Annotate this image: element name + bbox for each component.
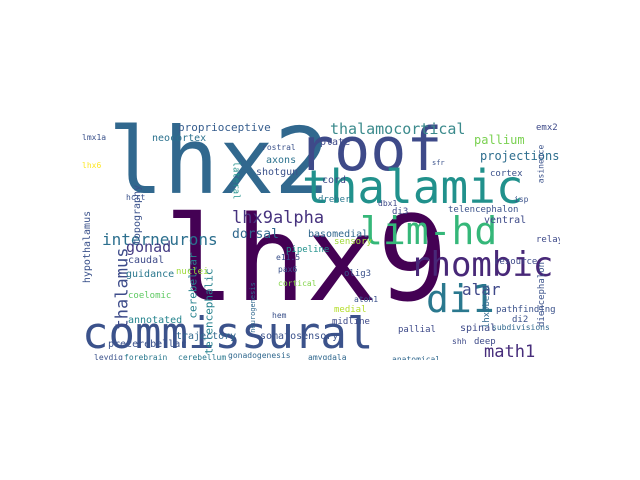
word-e11-5: e11.5 — [276, 253, 301, 262]
word-basomedial: basomedial — [308, 229, 369, 240]
word-somatosensory: somatosensory — [260, 331, 339, 342]
word-coelomic: coelomic — [128, 291, 172, 301]
word-lhx9: lhx9 — [164, 190, 449, 328]
word-roof: roof — [298, 120, 443, 185]
word-dbx1: dbx1 — [378, 199, 398, 208]
word-lateral: lateral — [230, 161, 241, 200]
word-cerebellum: cerebellum — [178, 353, 227, 361]
word-rostral: rostral — [262, 143, 296, 152]
word-olig3: olig3 — [344, 269, 372, 279]
word-gonadogenesis: gonadogenesis — [228, 351, 291, 360]
word-dreher: dreher — [318, 195, 351, 205]
word-di2: di2 — [512, 315, 529, 325]
word-isp: isp — [514, 195, 529, 204]
word-rhombic: rhombic — [410, 245, 554, 285]
word-ventral: ventral — [484, 215, 527, 226]
word-relay: relay — [536, 235, 560, 245]
word-trajectory: trajectory — [176, 331, 237, 342]
word-diencephalon: diencephalon — [537, 261, 548, 328]
word-subdivisions: subdivisions — [492, 323, 550, 332]
word-telencephalon: telencephalon — [448, 205, 519, 215]
word-sfr: sfr — [432, 159, 445, 167]
word-annotated: annotated — [128, 315, 183, 326]
word-guidance: guidance — [126, 269, 175, 280]
word-lhx6: lhx6 — [82, 161, 102, 170]
word-caudal: caudal — [128, 255, 165, 266]
word-resource: resource — [494, 257, 538, 267]
word-interneurons: interneurons — [102, 230, 218, 249]
word-thalamocortical: thalamocortical — [330, 120, 466, 138]
word-math1: math1 — [484, 342, 536, 361]
word-spinal: spinal — [460, 323, 497, 334]
word-forebrain: forebrain — [124, 353, 168, 361]
word-shh: shh — [452, 337, 467, 346]
word-emx2: emx2 — [536, 123, 558, 133]
word-lim-hd: lim-hd — [360, 209, 498, 253]
word-commissural: commissural — [82, 308, 374, 359]
word-pipeline: pipeline — [286, 245, 330, 255]
word-nuclei: nuclei — [176, 267, 209, 277]
word-asinence: asinence — [536, 144, 546, 184]
word-midline: midline — [332, 317, 370, 327]
word-hypothalamus: hypothalamus — [82, 210, 94, 284]
word-pallium: pallium — [474, 133, 525, 147]
word-amygdala: amygdala — [308, 353, 347, 361]
word-di1: di1 — [426, 277, 495, 321]
word-pax6: pax6 — [278, 265, 298, 274]
word-lmx1a: lmx1a — [82, 133, 107, 142]
word-dorsal: dorsal — [232, 227, 279, 242]
word-pathfinding: pathfinding — [496, 305, 556, 315]
word-neurogenesis: neurogenesis — [248, 282, 257, 333]
word-lhx9beta: lhx9beta — [482, 284, 493, 329]
word-medial: medial — [334, 305, 367, 315]
word-pallial: pallial — [398, 325, 436, 335]
word-proprioceptive: proprioceptive — [178, 121, 271, 134]
word-cortical: cortical — [278, 279, 317, 288]
word-di3: di3 — [392, 207, 409, 217]
word-lhx2: lhx2 — [108, 120, 330, 215]
word-precerebellar: precerebellar — [108, 339, 187, 350]
word-sensory: sensory — [334, 237, 372, 247]
word-thalamic: thalamic — [302, 160, 524, 214]
word-hcrt: hcrt — [126, 193, 146, 202]
word-alar: alar — [462, 280, 501, 299]
word-cloud: lhx9 lhx2 commissural roof thalamic lim-hd rho… — [80, 120, 560, 360]
word-hem: hem — [272, 311, 287, 320]
word-shotgun: shotgun — [256, 167, 299, 178]
word-lhx9alpha: lhx9alpha — [232, 208, 325, 228]
word-neocortex: neocortex — [152, 133, 207, 144]
word-cerebellar: cerebellar — [186, 252, 200, 319]
word-cortex: cortex — [490, 169, 523, 179]
word-plate: plate — [320, 137, 351, 148]
word-deep: deep — [474, 337, 496, 347]
word-anatomical: anatomical — [392, 355, 441, 361]
word-gonad: gonad — [126, 238, 172, 256]
word-atoh1: atoh1 — [354, 295, 379, 304]
word-leydig: leydig — [94, 353, 123, 361]
word-cord: cord — [322, 175, 347, 186]
word-projections: projections — [480, 149, 560, 163]
word-axons: axons — [266, 155, 297, 166]
